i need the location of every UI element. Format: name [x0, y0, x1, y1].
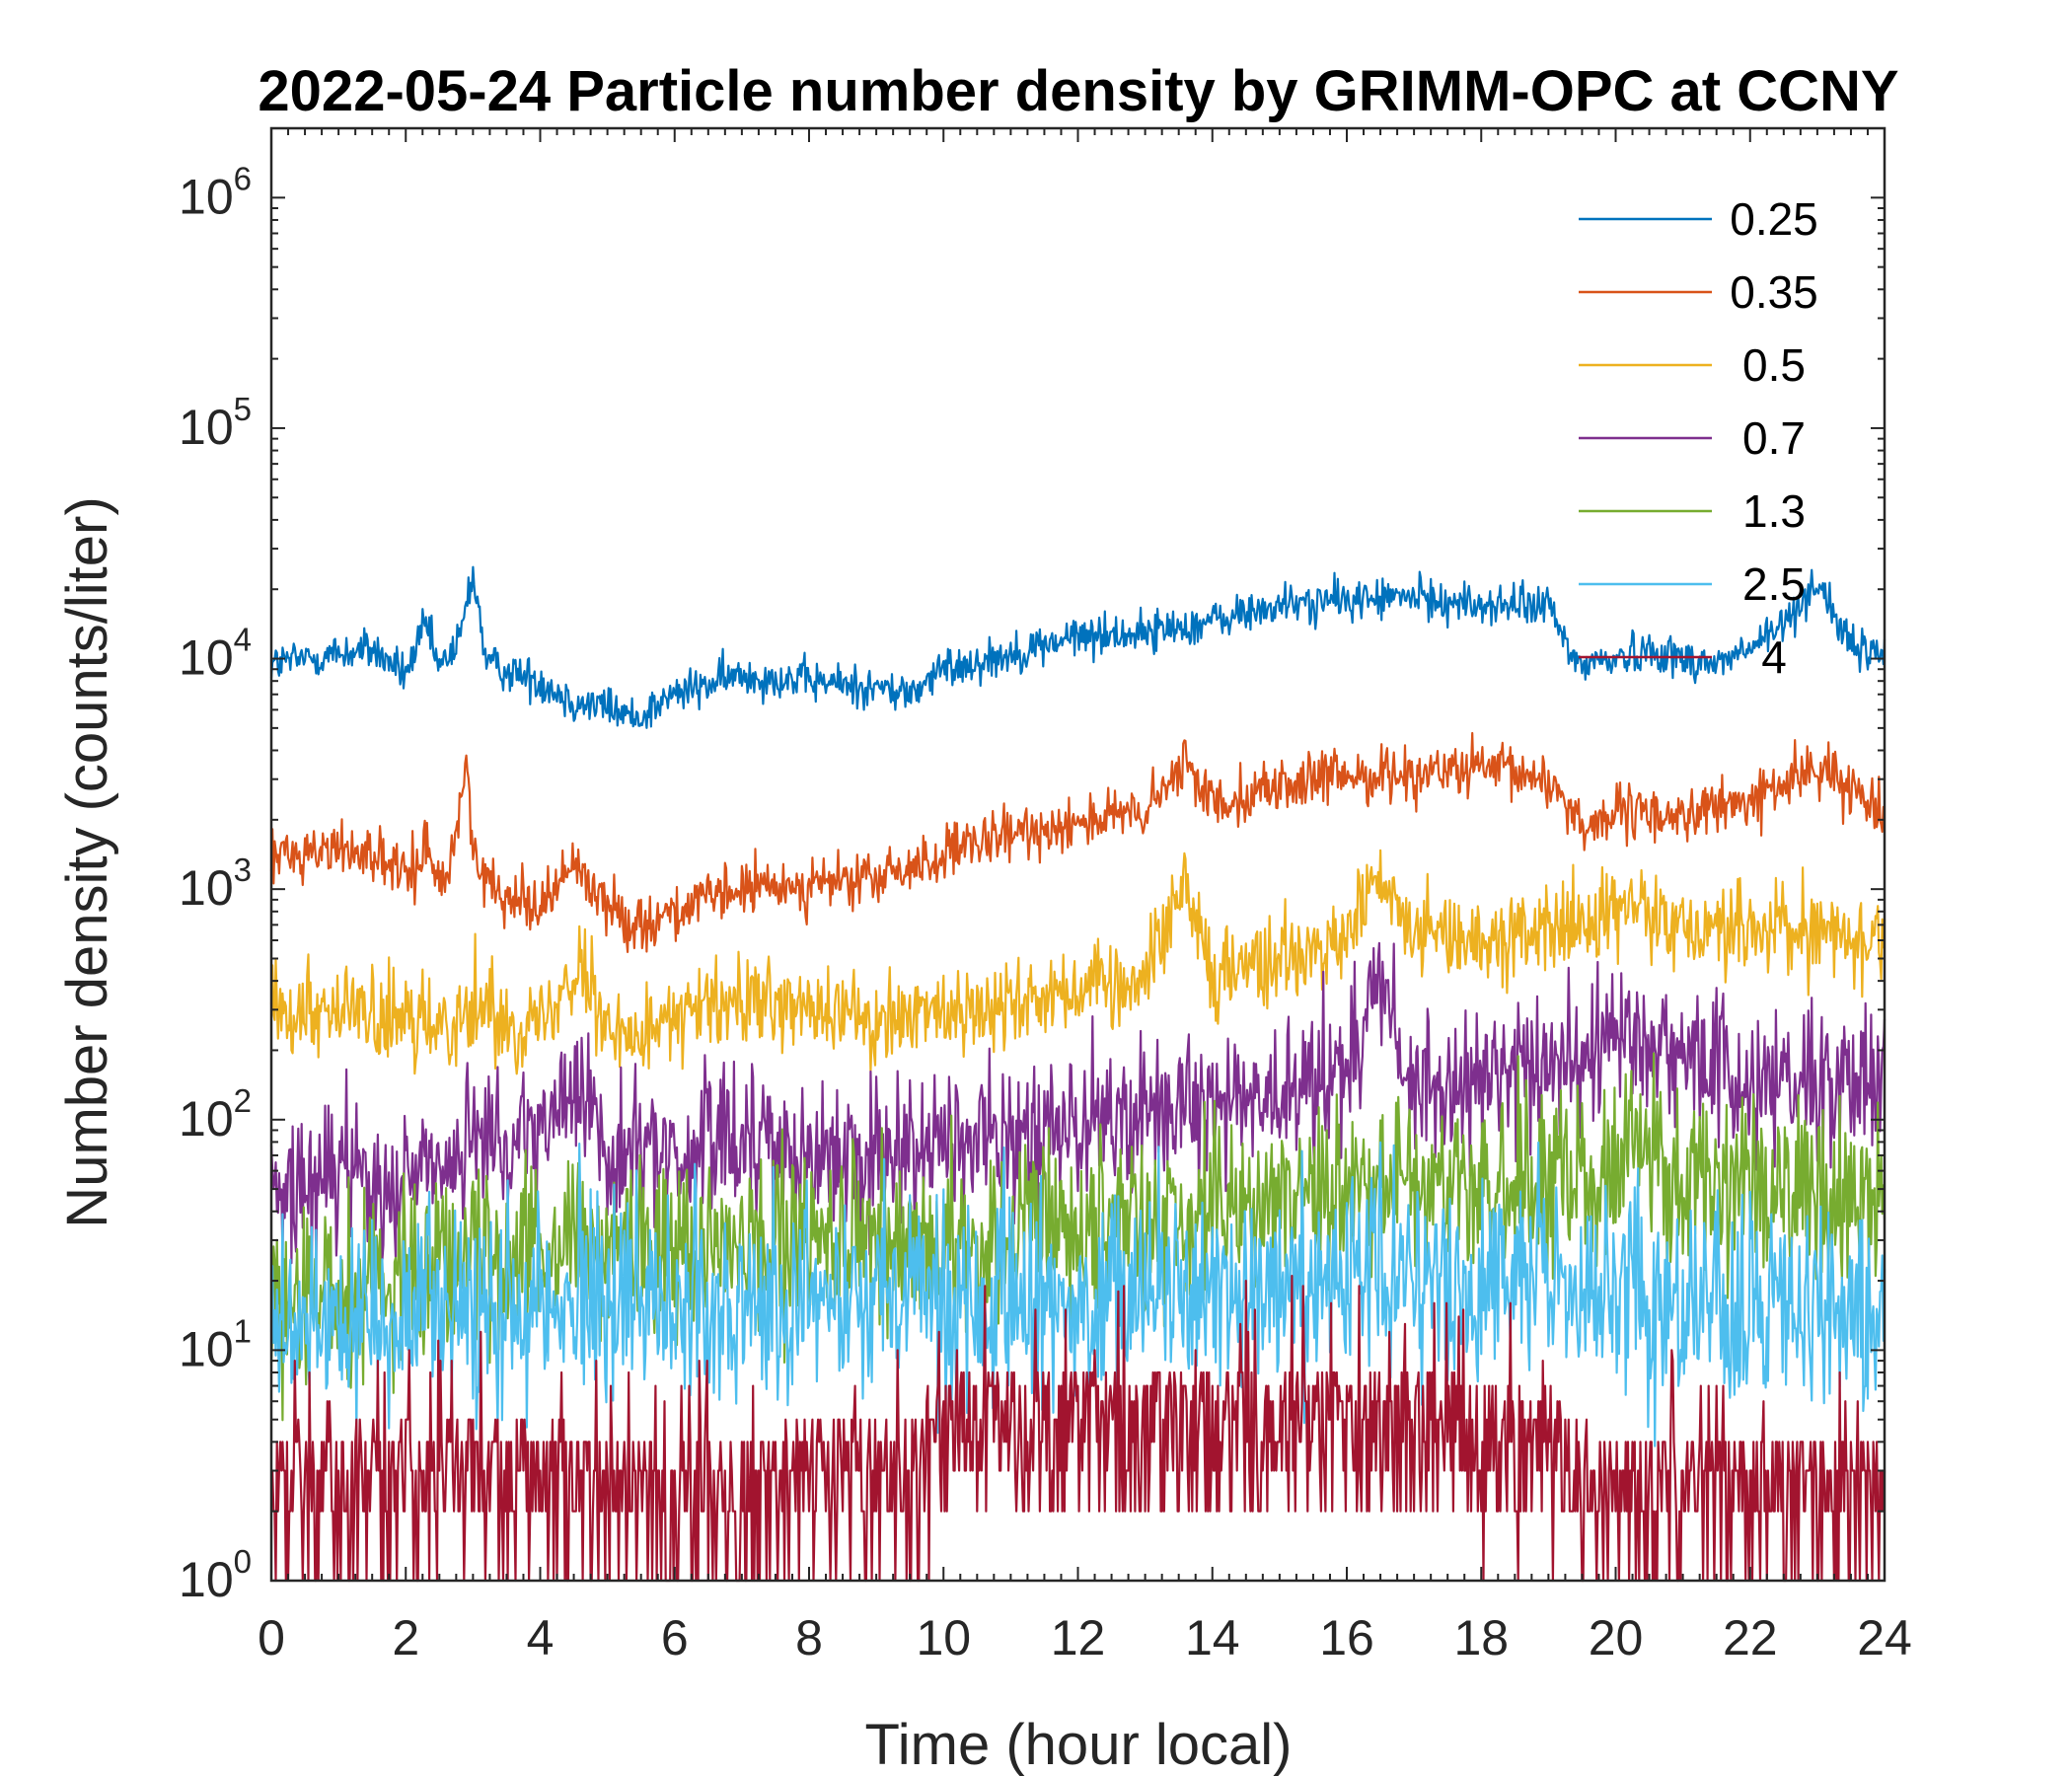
series-line-2.5 — [269, 1141, 1887, 1447]
y-axis-label: Number density (counts/liter) — [55, 496, 119, 1227]
x-tick-label: 24 — [1857, 1610, 1912, 1665]
legend-label-2.5: 2.5 — [1742, 558, 1806, 610]
series-line-0.35 — [269, 731, 1887, 954]
x-tick-label: 16 — [1319, 1610, 1374, 1665]
series-line-0.25 — [269, 565, 1887, 729]
y-tick-label: 100 — [179, 1543, 252, 1607]
x-tick-label: 6 — [661, 1610, 689, 1665]
x-tick-label: 14 — [1185, 1610, 1240, 1665]
y-tick-label: 106 — [179, 160, 252, 224]
legend-label-1.3: 1.3 — [1742, 485, 1806, 537]
x-tick-label: 20 — [1589, 1610, 1644, 1665]
y-tick-label: 102 — [179, 1082, 252, 1147]
x-tick-label: 22 — [1723, 1610, 1778, 1665]
chart-title: 2022-05-24 Particle number density by GR… — [258, 59, 1898, 123]
legend-label-0.7: 0.7 — [1742, 412, 1806, 464]
x-tick-label: 10 — [916, 1610, 971, 1665]
x-tick-label: 4 — [527, 1610, 555, 1665]
series-line-0.7 — [269, 941, 1887, 1280]
y-tick-label: 104 — [179, 622, 252, 686]
legend-label-0.35: 0.35 — [1730, 266, 1818, 318]
series-line-0.5 — [269, 849, 1887, 1075]
x-tick-label: 0 — [258, 1610, 285, 1665]
x-tick-label: 12 — [1051, 1610, 1106, 1665]
axes: 0 2 4 6 8 10 12 14 16 18 20 22 241001011021031041051… — [179, 126, 1912, 1665]
x-tick-label: 18 — [1453, 1610, 1509, 1665]
legend-label-4: 4 — [1761, 631, 1787, 683]
x-axis-label: Time (hour local) — [865, 1713, 1293, 1776]
plot-area — [269, 565, 1887, 1583]
legend: 0.25 0.35 0.5 0.7 1.3 2.5 4 — [1579, 193, 1818, 683]
y-tick-label: 105 — [179, 391, 252, 455]
x-tick-label: 8 — [795, 1610, 823, 1665]
series-line-4 — [271, 1274, 1887, 1583]
y-tick-label: 103 — [179, 851, 252, 916]
y-tick-label: 101 — [179, 1312, 252, 1376]
x-tick-label: 2 — [392, 1610, 419, 1665]
legend-label-0.5: 0.5 — [1742, 339, 1806, 391]
legend-label-0.25: 0.25 — [1730, 193, 1818, 245]
